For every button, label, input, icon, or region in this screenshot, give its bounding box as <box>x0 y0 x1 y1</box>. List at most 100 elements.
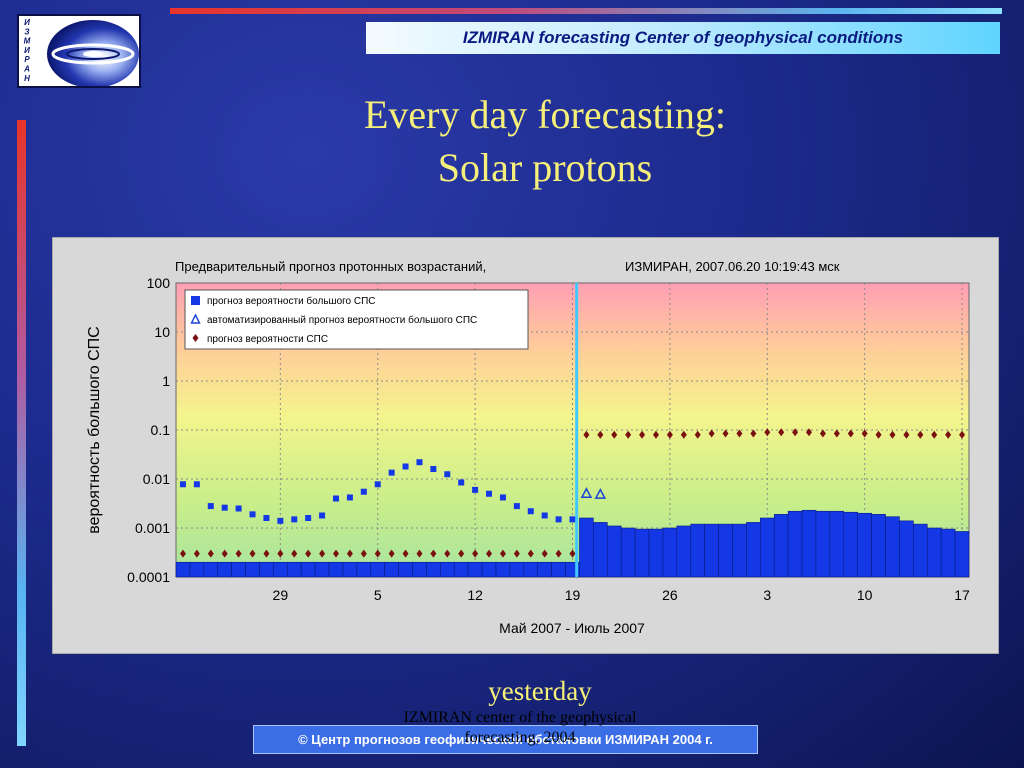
forecast-bar <box>843 511 859 578</box>
spe-forecast-diamond <box>541 549 548 558</box>
forecast-bar <box>579 517 594 578</box>
spe-forecast-diamond <box>305 549 312 558</box>
forecast-bar <box>620 527 636 578</box>
legend-swatch-diamond-icon <box>192 334 199 342</box>
spe-forecast-diamond <box>291 549 298 558</box>
spe-forecast-diamond <box>778 428 785 437</box>
logo-letter: З <box>24 27 29 36</box>
forecast-bar <box>273 561 288 578</box>
slide-title-line-2: Solar protons <box>437 145 653 190</box>
spe-forecast-diamond <box>875 430 882 439</box>
spe-forecast-diamond <box>513 549 520 558</box>
chart-panel: Предварительный прогноз протонных возрас… <box>52 237 999 654</box>
forecast-point <box>263 514 270 521</box>
forecast-bar <box>885 516 900 578</box>
spe-forecast-diamond <box>555 549 562 558</box>
x-tick-label: 5 <box>374 587 382 603</box>
spe-forecast-diamond <box>430 549 437 558</box>
forecast-point <box>388 469 395 476</box>
x-tick-label: 19 <box>565 587 581 603</box>
forecast-point <box>360 488 367 495</box>
x-tick-label: 10 <box>857 587 873 603</box>
forecast-bar <box>690 523 705 578</box>
y-tick-label: 0.1 <box>151 422 171 438</box>
forecast-point <box>416 459 423 466</box>
forecast-point <box>277 517 284 524</box>
forecast-point <box>319 512 326 519</box>
logo-letter: А <box>23 65 30 74</box>
forecast-point <box>332 495 339 502</box>
legend-entry-2: автоматизированный прогноз вероятности б… <box>207 314 477 326</box>
forecast-bar <box>356 561 372 578</box>
forecast-bar <box>189 561 205 578</box>
spe-forecast-diamond <box>959 430 966 439</box>
spe-forecast-diamond <box>903 430 910 439</box>
forecast-point <box>346 494 353 501</box>
chart-legend: прогноз вероятности большого СПС автомат… <box>184 289 529 350</box>
automated-forecast-triangle <box>580 487 593 498</box>
spe-forecast-diamond <box>179 549 186 558</box>
x-axis-label: Май 2007 - Июль 2007 <box>499 620 645 636</box>
forecast-bar <box>815 510 831 578</box>
spe-forecast-diamond <box>694 430 701 439</box>
logo-letter: И <box>24 18 30 27</box>
forecast-bar <box>481 561 497 578</box>
forecast-point <box>291 516 298 523</box>
forecast-point <box>430 465 437 472</box>
spe-forecast-diamond <box>569 549 576 558</box>
logo-letter: Р <box>24 55 30 64</box>
spe-forecast-diamond <box>666 430 673 439</box>
x-tick-label: 29 <box>273 587 289 603</box>
forecast-bar <box>829 510 845 578</box>
forecast-bar <box>662 527 678 578</box>
spe-forecast-diamond <box>499 549 506 558</box>
forecast-bar <box>426 561 441 578</box>
legend-entry-1: прогноз вероятности большого СПС <box>207 295 376 307</box>
spe-forecast-diamond <box>625 430 632 439</box>
y-tick-label: 0.001 <box>135 520 170 536</box>
forecast-point <box>305 514 312 521</box>
forecast-point <box>179 481 186 488</box>
spe-forecast-diamond <box>931 430 938 439</box>
spe-forecast-diamond <box>833 429 840 438</box>
forecast-bar <box>231 561 246 578</box>
spe-forecast-diamond <box>708 429 715 438</box>
footer-overlay-line-2: forecasting, 2004 <box>464 729 576 746</box>
forecast-bar <box>412 561 427 578</box>
spe-forecast-diamond <box>806 428 813 437</box>
caption-yesterday: yesterday <box>488 676 592 706</box>
forecast-bar <box>245 561 260 578</box>
forecast-bar <box>718 523 733 578</box>
spe-forecast-diamond <box>861 429 868 438</box>
forecast-point <box>249 511 256 518</box>
slide-title: Every day forecasting: Solar protons <box>220 88 870 194</box>
forecast-bar <box>926 527 942 578</box>
forecast-bar <box>773 514 789 578</box>
forecast-bar <box>634 528 650 578</box>
legend-swatch-bars <box>191 296 200 305</box>
forecast-bar <box>300 561 316 578</box>
forecast-bar <box>676 525 692 578</box>
forecast-bar <box>398 561 413 578</box>
forecast-point <box>569 516 576 523</box>
automated-forecast-triangle <box>594 488 607 499</box>
forecast-bar <box>801 509 817 578</box>
forecast-bar <box>648 528 664 578</box>
spe-forecast-diamond <box>249 549 256 558</box>
x-tick-label: 17 <box>954 587 970 603</box>
chart-subtitle: ИЗМИРАН, 2007.06.20 10:19:43 мск <box>625 259 840 274</box>
spe-forecast-diamond <box>611 430 618 439</box>
forecast-point <box>374 481 381 488</box>
forecast-point <box>235 505 242 512</box>
forecast-bar <box>175 561 191 578</box>
forecast-bar <box>259 561 274 578</box>
forecast-point <box>555 516 562 523</box>
footer-overlay-line-1: IZMIRAN center of the geophysical <box>403 709 637 726</box>
forecast-bar <box>787 510 803 578</box>
y-tick-label: 0.01 <box>143 471 170 487</box>
y-tick-label: 10 <box>154 324 170 340</box>
banner-text: IZMIRAN forecasting Center of geophysica… <box>462 28 904 47</box>
y-tick-label: 100 <box>147 275 171 291</box>
spe-forecast-diamond <box>319 549 326 558</box>
